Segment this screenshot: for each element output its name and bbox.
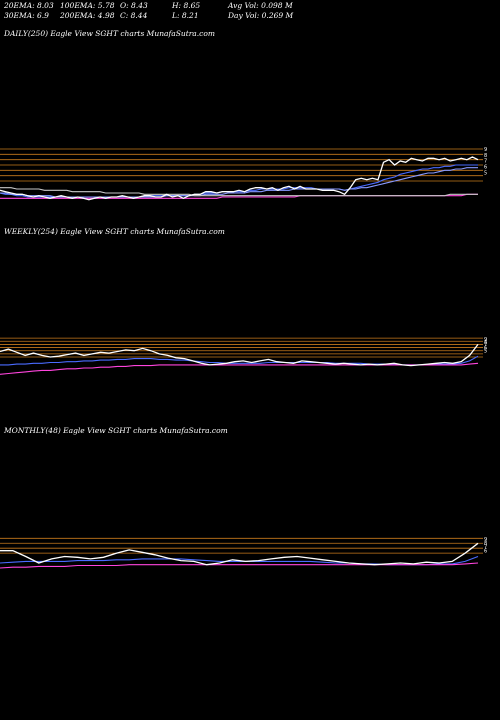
weekly-series-100ema <box>0 362 479 375</box>
monthly-tick-label: 6 <box>484 548 487 554</box>
high-readout: H: 8.65 <box>172 1 201 10</box>
weekly-tick-label: 6 <box>484 345 487 351</box>
weekly-series-price <box>0 344 479 367</box>
daily-tick-label: 6 <box>484 165 487 171</box>
indicator-header: 20EMA: 8.03 100EMA: 5.78 O: 8.43 H: 8.65… <box>0 0 500 20</box>
daily-tick-label: 9 <box>484 147 487 153</box>
close-readout: C: 8.44 <box>120 11 148 20</box>
daily-tick-label: 7 <box>484 159 487 165</box>
monthly-tick-label: 8 <box>484 541 487 547</box>
weekly-series-20ema <box>0 355 479 366</box>
weekly-chart-title: WEEKLY(254) Eagle View SGHT charts Munaf… <box>4 227 225 236</box>
daily-series-200ema <box>0 187 478 197</box>
monthly-chart-title: MONTHLY(48) Eagle View SGHT charts Munaf… <box>4 426 228 435</box>
weekly-tick-label: 8 <box>484 340 487 346</box>
open-readout: O: 8.43 <box>120 1 148 10</box>
weekly-tick-label: 7 <box>484 343 487 349</box>
daily-series-price <box>0 156 479 201</box>
weekly-tick-label: 5 <box>484 348 487 354</box>
monthly-tick-label: 7 <box>484 545 487 551</box>
daily-tick-label: 8 <box>484 153 487 159</box>
avg-vol-readout: Avg Vol: 0.098 M <box>228 1 293 10</box>
daily-tick-label: 5 <box>484 170 487 176</box>
monthly-series-100ema <box>0 562 479 569</box>
monthly-series-price <box>0 542 479 566</box>
weekly-tick-label: 9 <box>484 337 487 343</box>
daily-series-30ema <box>0 167 478 198</box>
ema200-readout: 200EMA: 4.98 <box>60 11 115 20</box>
ema30-readout: 30EMA: 6.9 <box>4 11 49 20</box>
ema20-readout: 20EMA: 8.03 <box>4 1 54 10</box>
low-readout: L: 8.21 <box>172 11 199 20</box>
day-vol-readout: Day Vol: 0.269 M <box>228 11 294 20</box>
ema100-readout: 100EMA: 5.78 <box>60 1 115 10</box>
monthly-tick-label: 9 <box>484 537 487 543</box>
daily-chart-title: DAILY(250) Eagle View SGHT charts Munafa… <box>4 29 215 38</box>
